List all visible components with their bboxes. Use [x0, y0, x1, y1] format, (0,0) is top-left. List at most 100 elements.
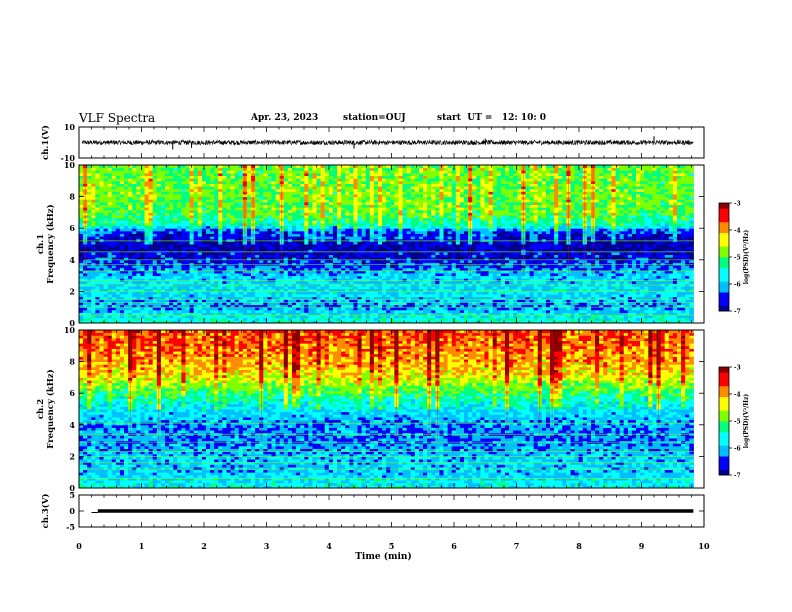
- ch1-spec-cell: [230, 244, 236, 248]
- ch1-spec-cell: [210, 278, 215, 282]
- ch1-spec-cell: [402, 296, 408, 300]
- ch1-spec-cell: [382, 294, 387, 298]
- ch1-spec-cell: [181, 238, 186, 242]
- ch1-spec-cell: [156, 230, 162, 234]
- ch1-spec-cell: [234, 317, 240, 321]
- ch1-spec-cell: [283, 294, 289, 298]
- ch1-spec-cell: [373, 249, 379, 253]
- ch1-spec-cell: [296, 172, 301, 177]
- ch1-spec-cell: [107, 233, 113, 237]
- ch1-spec-cell: [365, 286, 371, 290]
- ch1-spec-cell: [337, 299, 342, 303]
- ch1-spec-cell: [148, 267, 154, 271]
- ch1-spec-cell: [226, 222, 232, 227]
- ch1-spec-cell: [398, 175, 404, 179]
- ch1-spec-cell: [353, 288, 359, 292]
- ch1-spec-cell: [345, 296, 350, 300]
- ch1-spec-cell: [304, 238, 309, 242]
- ch1-spec-cell: [378, 183, 383, 187]
- ch1-spec-cell: [197, 225, 203, 229]
- ch1-spec-cell: [160, 251, 166, 256]
- ch1-spec-cell: [369, 241, 375, 245]
- ch1-spec-cell: [218, 275, 223, 279]
- ch1-spec-cell: [398, 212, 404, 216]
- ch1-spec-cell: [357, 178, 363, 182]
- ch1-spec-cell: [156, 238, 162, 242]
- ch1-spec-cell: [226, 296, 232, 300]
- ch1-spec-cell: [197, 244, 203, 248]
- ch1-spec-cell: [382, 217, 387, 221]
- ch1-spec-cell: [353, 251, 359, 256]
- ch1-spec-cell: [193, 170, 199, 174]
- ch1-spec-cell: [353, 249, 359, 253]
- ch1-spec-cell: [91, 222, 96, 227]
- ch1-spec-cell: [328, 225, 334, 229]
- ch1-spec-cell: [410, 291, 416, 295]
- ch1-spec-cell: [144, 220, 150, 224]
- ch1-spec-cell: [267, 301, 273, 306]
- ch1-spec-cell: [230, 320, 236, 324]
- ch1-spec-cell: [95, 196, 100, 200]
- ch1-spec-cell: [275, 270, 281, 274]
- ch1-spec-cell: [91, 275, 96, 279]
- ch1-spec-cell: [201, 215, 207, 219]
- ch1-spec-cell: [103, 265, 109, 269]
- ch1-spec-cell: [124, 204, 129, 208]
- ch1-spec-cell: [79, 225, 84, 229]
- ch1-spec-cell: [324, 299, 330, 303]
- ch1-spec-cell: [238, 267, 244, 271]
- ch1-spec-cell: [378, 307, 383, 311]
- ch1-spec-cell: [148, 249, 154, 253]
- ch1-spec-cell: [324, 304, 330, 308]
- ch1-spec-cell: [378, 180, 383, 184]
- ch1-spec-cell: [275, 257, 281, 261]
- ch1-spec-cell: [332, 312, 338, 316]
- ch1-spec-cell: [259, 165, 264, 169]
- ch1-spec-cell: [296, 257, 301, 261]
- ch1-spec-cell: [345, 288, 350, 292]
- ch1-spec-cell: [373, 270, 379, 274]
- ch1-spec-cell: [242, 275, 248, 279]
- ch1-spec-cell: [189, 254, 195, 258]
- ch1-spec-cell: [119, 265, 125, 269]
- ch1-spec-cell: [132, 188, 137, 192]
- ch1-spec-cell: [107, 244, 113, 248]
- ch1-spec-cell: [234, 191, 240, 195]
- ch1-spec-cell: [160, 193, 166, 198]
- ch1-spec-cell: [230, 228, 236, 232]
- ch1-spec-cell: [353, 233, 359, 237]
- ch1-spec-cell: [320, 207, 326, 211]
- ch1-spec-cell: [394, 251, 399, 256]
- ch1-spec-cell: [210, 217, 215, 221]
- ch1-spec-cell: [369, 254, 375, 258]
- ch1-spec-cell: [382, 262, 387, 266]
- ch1-spec-cell: [210, 165, 215, 169]
- ch1-spec-cell: [283, 170, 289, 174]
- ch1-spec-cell: [287, 170, 293, 174]
- ch1-spec-cell: [296, 278, 301, 282]
- ch1-spec-cell: [320, 196, 326, 200]
- ch1-spec-cell: [308, 312, 313, 316]
- ch1-spec-cell: [193, 317, 199, 321]
- ch1-spec-cell: [111, 278, 117, 282]
- ch1-spec-cell: [341, 222, 346, 227]
- ch1-spec-cell: [275, 212, 281, 216]
- ch1-spec-cell: [304, 315, 309, 319]
- ch1-spec-cell: [373, 262, 379, 266]
- ch1-spec-cell: [201, 244, 207, 248]
- ch1-spec-cell: [197, 312, 203, 316]
- ch1-spec-cell: [128, 175, 133, 179]
- ch1-spec-cell: [87, 204, 92, 208]
- ch1-spec-cell: [246, 165, 252, 169]
- ch1-spec-cell: [193, 220, 199, 224]
- ch1-spec-cell: [148, 315, 154, 319]
- ch1-spec-cell: [189, 207, 195, 211]
- ch1-spec-cell: [99, 307, 105, 311]
- ch1-spec-cell: [394, 272, 399, 277]
- ch1-spec-cell: [95, 238, 100, 242]
- ch1-spec-cell: [87, 180, 92, 184]
- ch1-spec-cell: [181, 167, 186, 171]
- ch1-spec-cell: [91, 280, 96, 284]
- ch1-spec-cell: [103, 170, 109, 174]
- ch1-spec-cell: [140, 254, 146, 258]
